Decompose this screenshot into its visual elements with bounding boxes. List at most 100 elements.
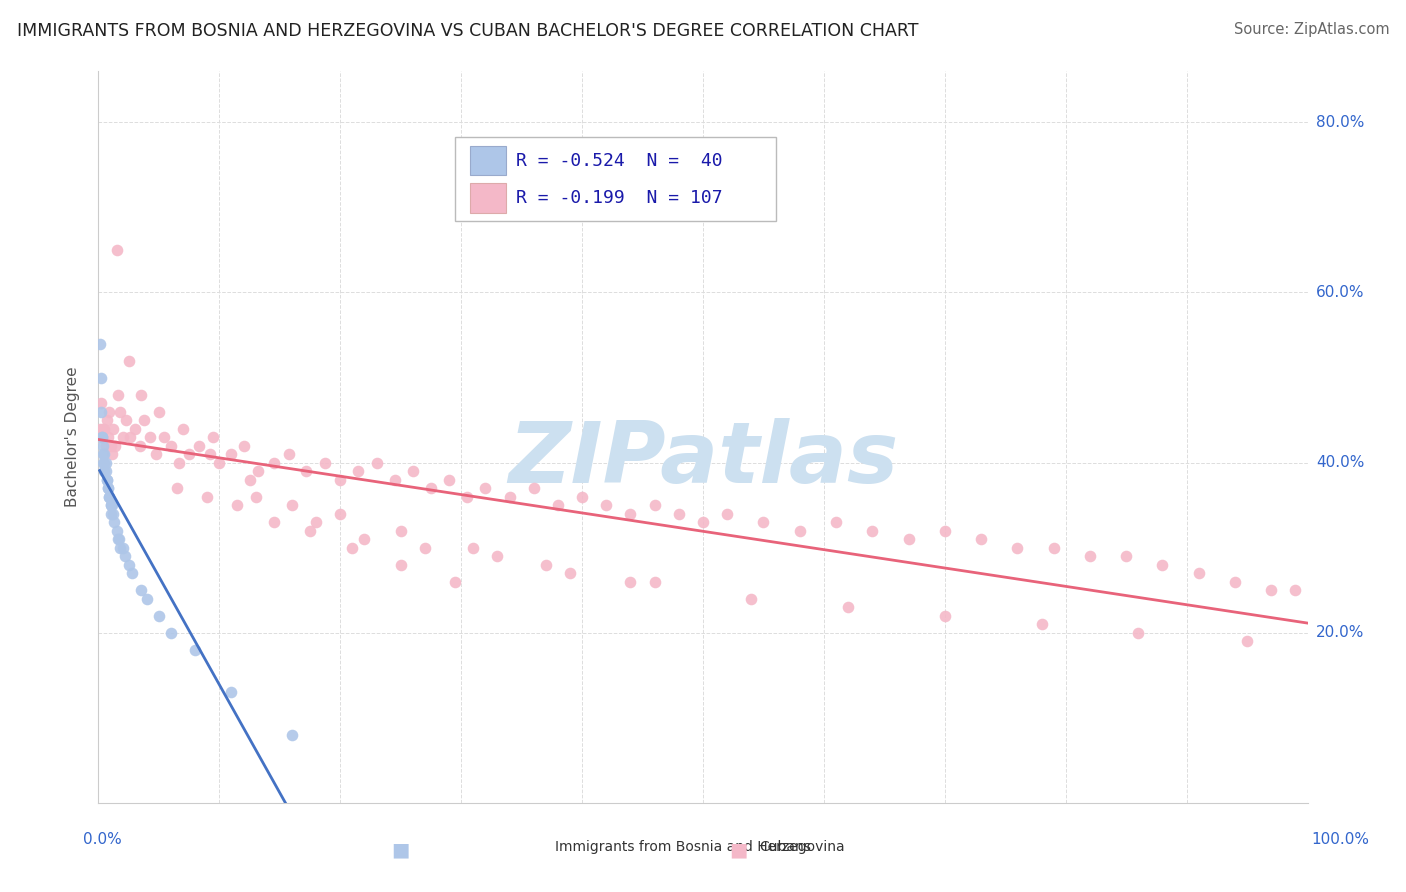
Point <box>129 583 152 598</box>
Point <box>107 387 129 401</box>
Point <box>1007 541 1029 555</box>
Point <box>534 558 557 572</box>
Point <box>114 549 136 563</box>
Point <box>129 387 152 401</box>
Point <box>558 566 581 581</box>
Text: IMMIGRANTS FROM BOSNIA AND HERZEGOVINA VS CUBAN BACHELOR'S DEGREE CORRELATION CH: IMMIGRANTS FROM BOSNIA AND HERZEGOVINA V… <box>17 22 918 40</box>
Point <box>100 498 122 512</box>
Point <box>90 396 112 410</box>
Text: 60.0%: 60.0% <box>1316 285 1364 300</box>
Point <box>571 490 593 504</box>
Point <box>342 541 364 555</box>
Point <box>897 532 920 546</box>
Point <box>1188 566 1211 581</box>
Point <box>305 515 328 529</box>
Point <box>474 481 496 495</box>
Point <box>94 439 117 453</box>
Point <box>463 541 485 555</box>
Point <box>105 524 128 538</box>
Point <box>91 456 114 470</box>
Point <box>278 447 301 461</box>
Point <box>111 541 134 555</box>
Point <box>329 473 352 487</box>
Point <box>1284 583 1306 598</box>
Bar <box>470 146 506 175</box>
FancyBboxPatch shape <box>456 137 776 221</box>
Point <box>145 447 167 461</box>
Point <box>245 490 267 504</box>
Point <box>90 404 112 418</box>
Point <box>523 481 546 495</box>
Point <box>1115 549 1137 563</box>
Point <box>103 515 125 529</box>
Point <box>281 498 304 512</box>
Text: R = -0.199  N = 107: R = -0.199 N = 107 <box>516 189 723 207</box>
Point <box>118 353 141 368</box>
Point <box>198 447 221 461</box>
Point <box>100 498 122 512</box>
Point <box>1236 634 1258 648</box>
Point <box>389 524 412 538</box>
Point <box>716 507 738 521</box>
Point <box>128 439 150 453</box>
Point <box>91 421 114 435</box>
Text: 0.0%: 0.0% <box>83 832 122 847</box>
Text: ■: ■ <box>391 840 411 859</box>
Point <box>692 515 714 529</box>
Point <box>148 608 170 623</box>
Point <box>100 447 122 461</box>
Point <box>934 608 956 623</box>
Point <box>595 498 617 512</box>
Point <box>93 456 115 470</box>
Point <box>89 421 111 435</box>
Point <box>208 456 231 470</box>
Point <box>121 566 143 581</box>
Point <box>101 421 124 435</box>
Point <box>644 574 666 589</box>
Point <box>105 243 128 257</box>
Point <box>353 532 375 546</box>
Point <box>347 464 370 478</box>
Point <box>860 524 883 538</box>
Point <box>444 574 467 589</box>
Y-axis label: Bachelor's Degree: Bachelor's Degree <box>65 367 80 508</box>
Point <box>179 447 201 461</box>
Point <box>389 558 412 572</box>
Point <box>1152 558 1174 572</box>
Point <box>1078 549 1101 563</box>
Point <box>96 473 118 487</box>
Point <box>263 456 285 470</box>
Point <box>263 515 285 529</box>
Point <box>202 430 225 444</box>
Point <box>94 456 117 470</box>
Point <box>108 404 131 418</box>
Point <box>100 498 122 512</box>
Point <box>486 549 509 563</box>
Point <box>1223 574 1246 589</box>
Point <box>139 430 162 444</box>
Point <box>100 507 122 521</box>
Bar <box>470 183 506 212</box>
Point <box>91 430 114 444</box>
Point <box>111 430 134 444</box>
Point <box>413 541 436 555</box>
Point <box>239 473 262 487</box>
Point <box>97 481 120 495</box>
Point <box>740 591 762 606</box>
Point <box>108 541 131 555</box>
Text: 80.0%: 80.0% <box>1316 115 1364 130</box>
Point <box>96 413 118 427</box>
Point <box>1260 583 1282 598</box>
Point <box>402 464 425 478</box>
Point <box>101 507 124 521</box>
Point <box>134 413 156 427</box>
Point <box>668 507 690 521</box>
Point <box>97 430 120 444</box>
Point <box>1042 541 1064 555</box>
Point <box>160 439 183 453</box>
Point <box>366 456 388 470</box>
Text: 20.0%: 20.0% <box>1316 625 1364 640</box>
Point <box>98 490 121 504</box>
Text: ZIPatlas: ZIPatlas <box>508 417 898 500</box>
Text: 40.0%: 40.0% <box>1316 455 1364 470</box>
